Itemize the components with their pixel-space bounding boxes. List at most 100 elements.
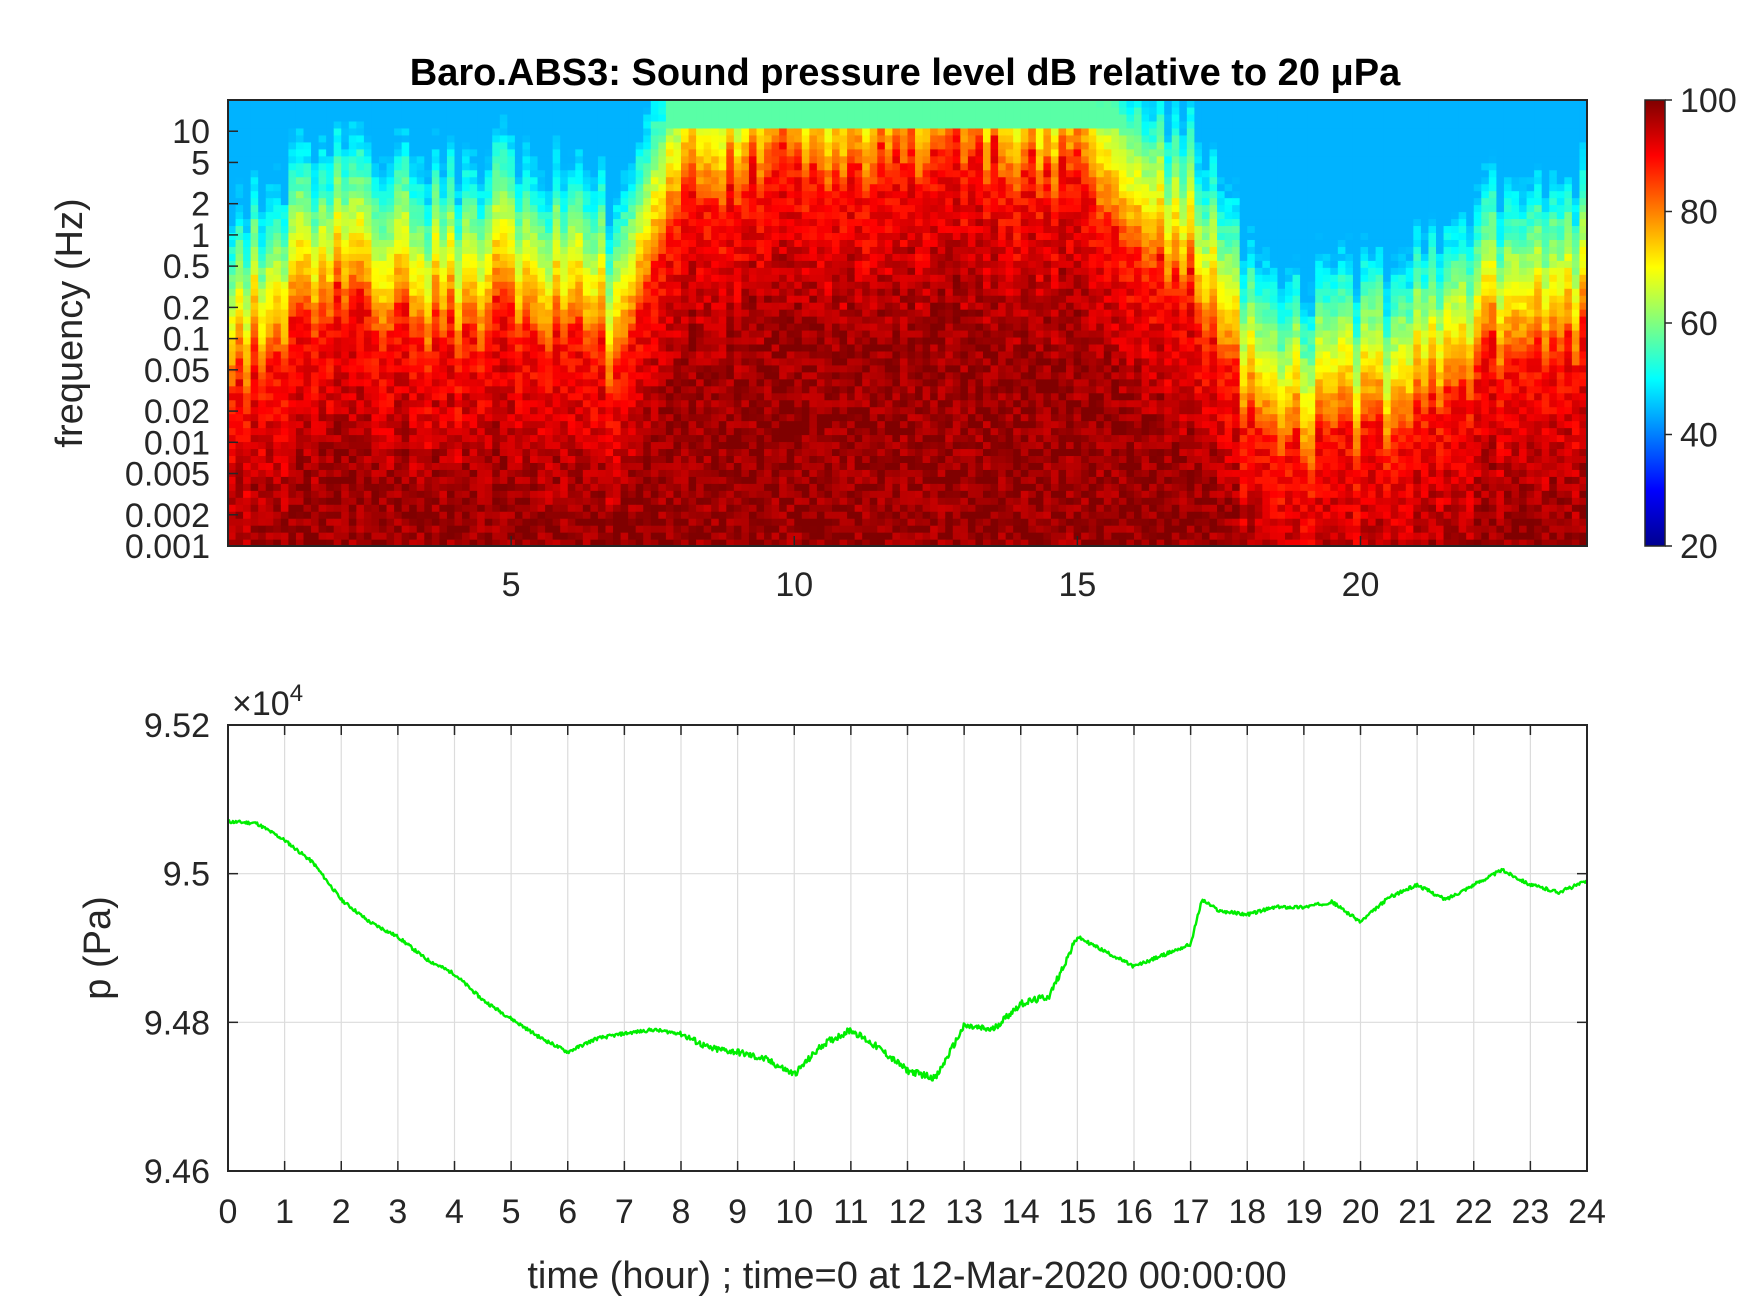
heatmap-cell <box>416 127 425 136</box>
heatmap-cell <box>424 176 433 185</box>
heatmap-cell <box>469 106 478 115</box>
heatmap-cell <box>764 462 773 470</box>
heatmap-cell <box>484 218 493 227</box>
heatmap-cell <box>250 260 259 268</box>
heatmap-cell <box>537 218 546 227</box>
heatmap-cell <box>250 497 259 505</box>
heatmap-cell <box>620 197 629 206</box>
heatmap-cell <box>477 204 486 213</box>
heatmap-cell <box>431 323 440 331</box>
heatmap-cell <box>733 378 742 387</box>
heatmap-cell <box>507 295 516 303</box>
heatmap-cell <box>748 336 758 345</box>
heatmap-cell <box>303 539 312 546</box>
heatmap-cell <box>401 274 410 282</box>
heatmap-cell <box>303 413 312 422</box>
heatmap-cell <box>590 378 599 387</box>
heatmap-cell <box>333 448 342 457</box>
heatmap-cell <box>514 274 524 282</box>
heatmap-cell <box>726 148 735 157</box>
heatmap-cell <box>575 127 584 136</box>
heatmap-cell <box>363 100 373 108</box>
heatmap-cell <box>371 413 380 422</box>
heatmap-cell <box>665 183 675 192</box>
heatmap-cell <box>348 295 357 303</box>
heatmap-cell <box>326 127 335 136</box>
heatmap-cell <box>673 211 682 220</box>
heatmap-cell <box>409 434 418 443</box>
heatmap-cell <box>733 183 742 192</box>
heatmap-cell <box>273 532 282 540</box>
heatmap-cell <box>363 232 373 240</box>
heatmap-cell <box>545 476 554 484</box>
heatmap-cell <box>484 469 493 477</box>
heatmap-cell <box>394 267 403 275</box>
heatmap-cell <box>341 539 350 546</box>
heatmap-cell <box>779 148 788 157</box>
heatmap-cell <box>597 364 607 373</box>
heatmap-cell <box>597 490 607 498</box>
heatmap-cell <box>703 441 712 450</box>
heatmap-cell <box>356 302 365 310</box>
heatmap-cell <box>409 539 418 546</box>
heatmap-cell <box>635 336 644 345</box>
heatmap-cell <box>582 323 591 331</box>
heatmap-cell <box>794 281 803 289</box>
heatmap-cell <box>726 413 735 422</box>
heatmap-cell <box>492 448 501 457</box>
heatmap-cell <box>658 357 667 366</box>
heatmap-cell <box>311 176 320 185</box>
heatmap-cell <box>311 281 320 289</box>
heatmap-cell <box>575 413 584 422</box>
heatmap-cell <box>318 518 327 526</box>
heatmap-cell <box>401 497 410 505</box>
heatmap-cell <box>273 253 282 261</box>
heatmap-cell <box>401 385 410 394</box>
heatmap-cell <box>295 274 305 282</box>
heatmap-cell <box>590 406 599 415</box>
heatmap-cell <box>560 134 569 143</box>
heatmap-cell <box>363 162 373 171</box>
heatmap-cell <box>477 309 486 317</box>
heatmap-cell <box>431 155 440 164</box>
heatmap-cell <box>575 204 584 213</box>
heatmap-cell <box>764 385 773 394</box>
heatmap-cell <box>318 260 327 268</box>
heatmap-cell <box>288 288 297 296</box>
heatmap-cell <box>537 469 546 477</box>
heatmap-cell <box>484 155 493 164</box>
heatmap-cell <box>439 197 448 206</box>
heatmap-cell <box>326 225 335 234</box>
heatmap-cell <box>643 176 652 185</box>
heatmap-cell <box>439 434 448 443</box>
heatmap-cell <box>688 260 697 268</box>
heatmap-cell <box>605 476 614 484</box>
heatmap-cell <box>635 225 644 234</box>
heatmap-cell <box>620 399 629 408</box>
heatmap-cell <box>756 385 765 394</box>
heatmap-cell <box>326 183 335 192</box>
heatmap-cell <box>658 155 667 164</box>
heatmap-cell <box>650 120 659 129</box>
heatmap-cell <box>416 239 425 247</box>
heatmap-cell <box>794 260 803 268</box>
heatmap-cell <box>582 448 591 457</box>
heatmap-cell <box>243 497 252 505</box>
heatmap-cell <box>560 176 569 185</box>
heatmap-cell <box>801 232 810 240</box>
heatmap-cell <box>379 399 388 408</box>
heatmap-cell <box>703 518 712 526</box>
heatmap-cell <box>696 239 705 247</box>
heatmap-cell <box>575 141 584 150</box>
heatmap-cell <box>613 113 622 122</box>
heatmap-cell <box>477 127 486 136</box>
heatmap-cell <box>492 329 501 338</box>
heatmap-cell <box>597 448 607 457</box>
heatmap-cell <box>431 406 440 415</box>
heatmap-cell <box>718 504 727 512</box>
heatmap-cell <box>801 190 810 199</box>
heatmap-cell <box>688 378 697 387</box>
heatmap-cell <box>424 539 433 546</box>
heatmap-cell <box>394 511 403 519</box>
heatmap-cell <box>258 371 267 380</box>
